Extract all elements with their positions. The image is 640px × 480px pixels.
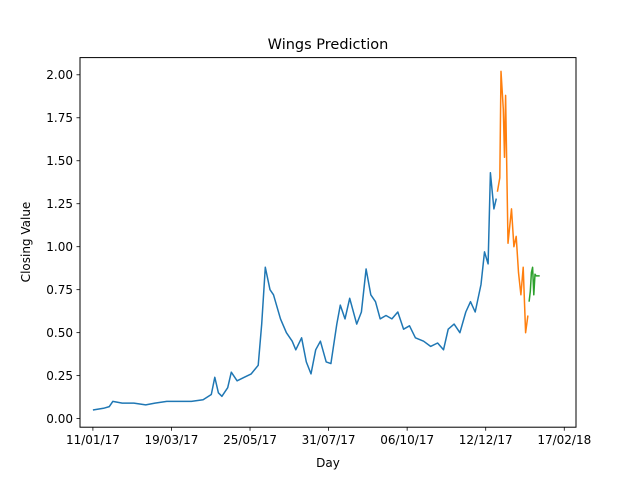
- y-tick-label: 0.00: [46, 412, 73, 426]
- y-tick-label: 1.25: [46, 197, 73, 211]
- x-tick-label: 19/03/17: [145, 433, 199, 447]
- x-axis-label: Day: [316, 456, 340, 470]
- x-tick-label: 17/02/18: [537, 433, 591, 447]
- y-tick-label: 0.25: [46, 369, 73, 383]
- x-tick-label: 31/07/17: [302, 433, 356, 447]
- series-line-1: [92, 172, 498, 411]
- chart-title: Wings Prediction: [268, 37, 389, 53]
- y-axis-label: Closing Value: [19, 202, 33, 283]
- x-axis: 11/01/17 19/03/17 25/05/17 31/07/17 06/10/17…: [66, 427, 591, 447]
- y-tick-label: 0.50: [46, 326, 73, 340]
- x-tick-label: 06/10/17: [380, 433, 434, 447]
- y-tick-label: 0.75: [46, 283, 73, 297]
- y-tick-label: 2.00: [46, 68, 73, 82]
- series-line-2: [496, 70, 529, 334]
- x-tick-label: 11/01/17: [66, 433, 120, 447]
- x-tick-label: 25/05/17: [223, 433, 277, 447]
- y-tick-label: 1.75: [46, 111, 73, 125]
- y-tick-label: 1.00: [46, 240, 73, 254]
- y-tick-label: 1.50: [46, 154, 73, 168]
- series-layer: [92, 70, 540, 411]
- y-axis: 0.00 0.25 0.50 0.75 1.00 1.25 1.50 1.75 2.00: [46, 68, 80, 426]
- series-line-3: [528, 266, 540, 302]
- x-tick-label: 12/12/17: [459, 433, 513, 447]
- plot-frame: [79, 57, 577, 428]
